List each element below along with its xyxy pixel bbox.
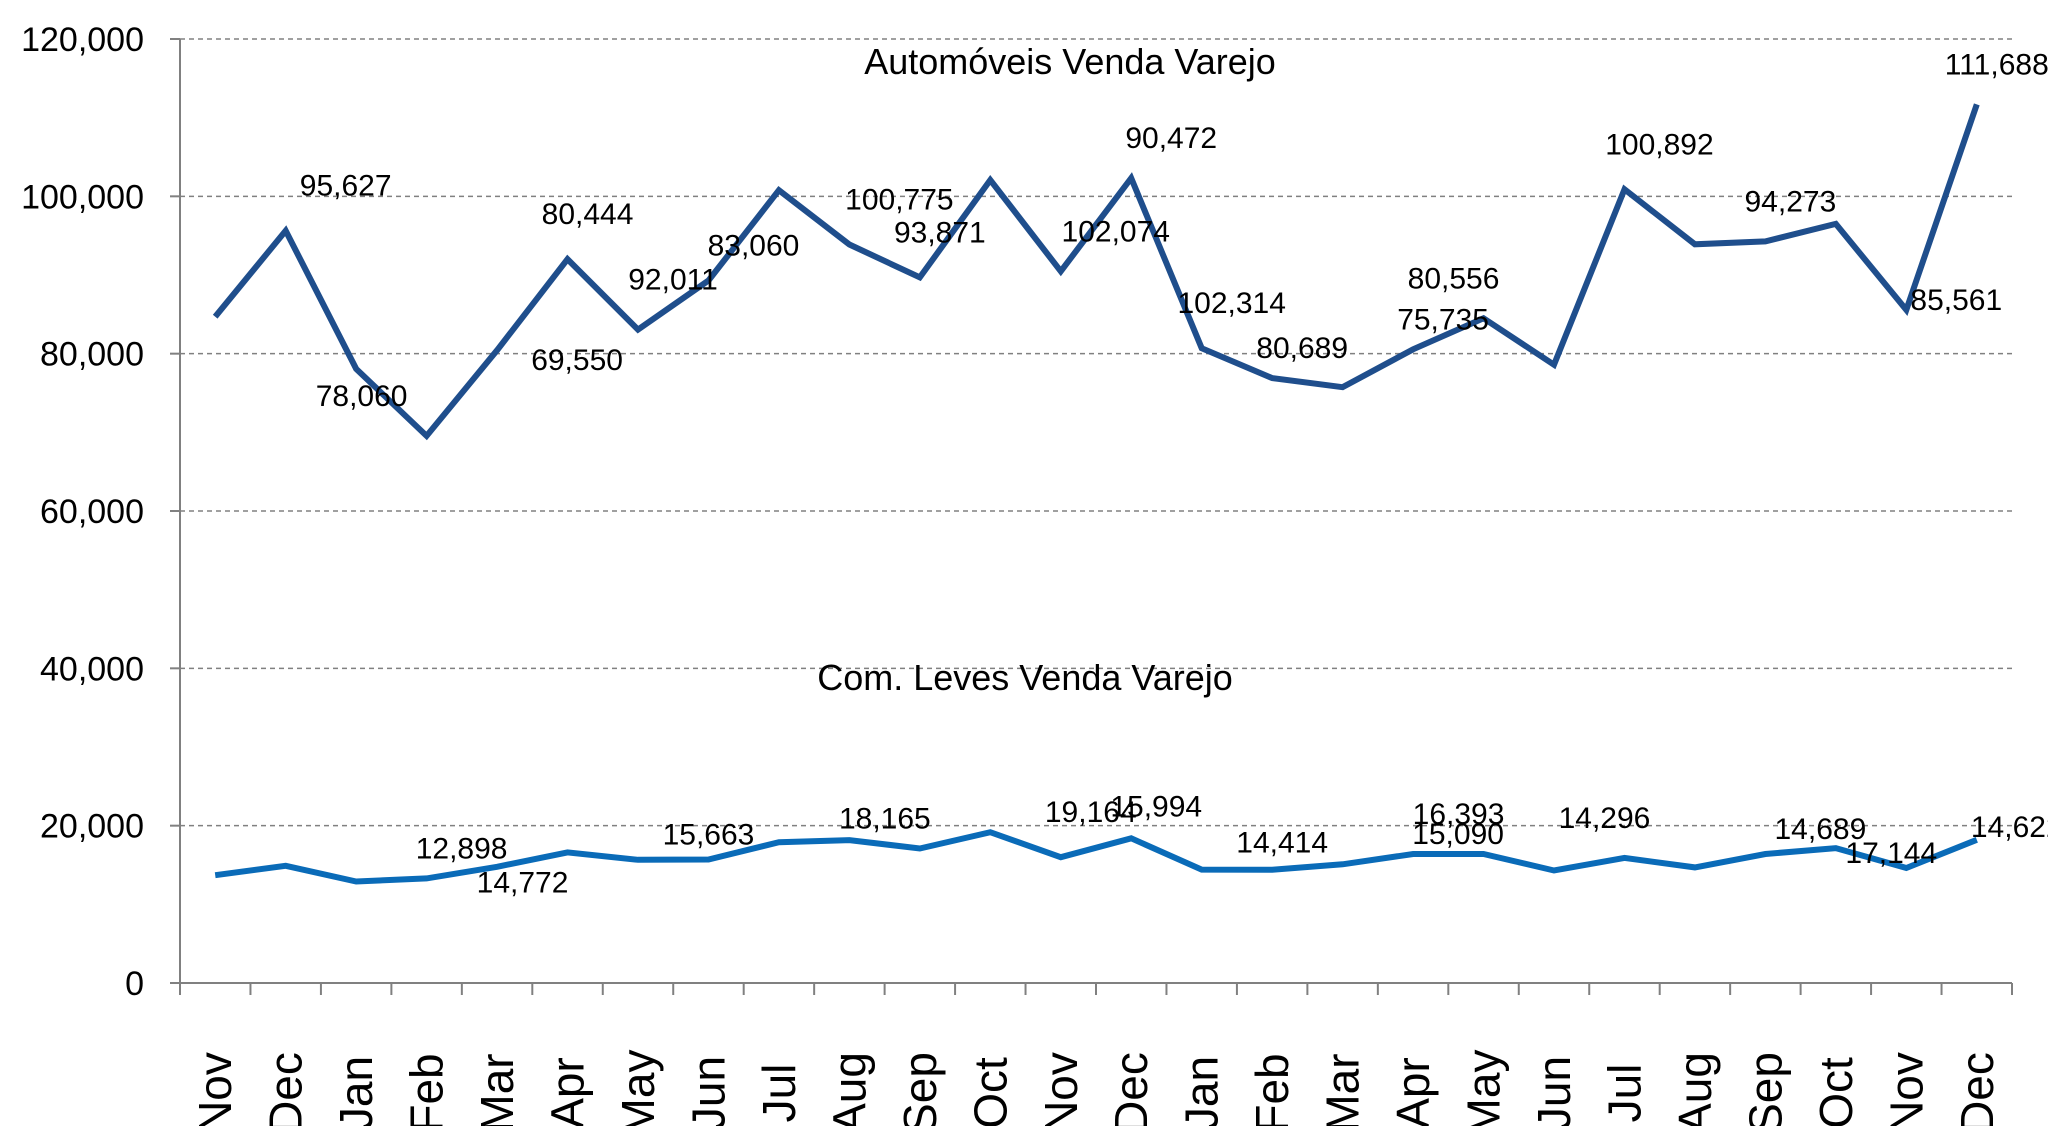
series-label: Automóveis Venda Varejo [864,41,1276,82]
data-label: 16,393 [1413,798,1505,831]
y-tick-label: 120,000 [21,21,144,59]
data-label: 93,871 [894,216,986,249]
data-label: 102,074 [1062,215,1170,248]
x-tick-label: Oct [964,1057,1016,1126]
data-label: 83,060 [708,230,800,263]
data-label: 12,898 [416,832,508,865]
data-label: 15,090 [1412,818,1504,851]
data-label: 95,627 [300,170,392,203]
x-tick-label: Jul [753,1064,805,1123]
y-tick-label: 40,000 [40,650,144,688]
x-tick-label: Aug [823,1052,875,1126]
x-tick-label: Sep [1739,1052,1791,1126]
y-axis-ticks: 0 20,000 40,000 60,000 80,000 100,000 120,000 [21,21,144,1003]
data-label: 85,561 [1910,284,2002,317]
data-label: 94,273 [1745,185,1837,218]
data-label: 14,622 [1971,811,2048,844]
x-tick-label: Feb [401,1053,453,1126]
data-label: 75,735 [1397,303,1489,336]
data-label: 111,688 [1945,48,2048,81]
x-tick-label: Apr [542,1057,594,1126]
data-label: 90,472 [1125,122,1217,155]
x-tick-label: Sep [894,1052,946,1126]
series-labels: Automóveis Venda Varejo Com. Leves Venda … [817,41,1276,698]
series-label: Com. Leves Venda Varejo [817,657,1233,698]
data-label: 92,011 [628,264,718,297]
y-tick-label: 20,000 [40,808,144,846]
series-line [212,103,1980,441]
data-label: 80,689 [1256,332,1348,365]
data-label: 15,663 [663,818,755,851]
x-tick-label: Feb [1246,1053,1298,1126]
x-tick-label: Jun [1528,1056,1580,1126]
series-line [214,829,1978,885]
x-tick-label: Jan [1176,1056,1228,1126]
x-tick-label: Aug [1669,1052,1721,1126]
x-tick-label: Apr [1387,1057,1439,1126]
x-tick-label: Mar [1317,1053,1369,1126]
x-tick-label: Nov [1880,1052,1932,1126]
x-tick-label: Dec [1105,1052,1157,1126]
data-label: 69,550 [531,344,623,377]
data-label: 102,314 [1177,287,1285,320]
data-label: 18,165 [839,802,931,835]
data-label: 19,164 [1045,796,1137,829]
x-tick-label: May [612,1050,664,1126]
x-tick-label: Mar [471,1053,523,1126]
y-tick-label: 80,000 [40,336,144,374]
data-label: 15,994 [1110,790,1202,823]
data-label: 17,144 [1845,837,1937,870]
data-label: 14,414 [1236,827,1328,860]
y-tick-label: 60,000 [40,493,144,531]
gridlines [180,38,2012,827]
data-label: 14,772 [477,866,569,899]
data-label: 78,060 [316,380,408,413]
data-label: 14,296 [1559,802,1651,835]
series-lines [212,103,1980,885]
x-tick-label: Oct [1810,1057,1862,1126]
x-tick-label: Dec [1951,1052,2003,1126]
x-tick-label: May [1458,1050,1510,1126]
data-label: 100,775 [845,184,953,217]
y-tick-label: 0 [125,965,144,1003]
x-tick-label: Nov [189,1052,241,1126]
x-tick-label: Dec [260,1052,312,1126]
x-tick-label: Jun [682,1056,734,1126]
x-tick-label: Jan [330,1056,382,1126]
y-tick-label: 100,000 [21,178,144,216]
axes [170,38,2013,995]
data-label: 80,556 [1408,262,1500,295]
data-label: 14,689 [1775,813,1867,846]
data-label: 100,892 [1605,128,1713,161]
x-tick-label: Nov [1035,1052,1087,1126]
data-label: 80,444 [542,198,634,231]
x-axis-ticks: Nov Dec Jan Feb Mar Apr May Jun Jul Aug Sep Oct Nov D… [189,1050,2003,1126]
x-tick-label: Jul [1598,1064,1650,1123]
